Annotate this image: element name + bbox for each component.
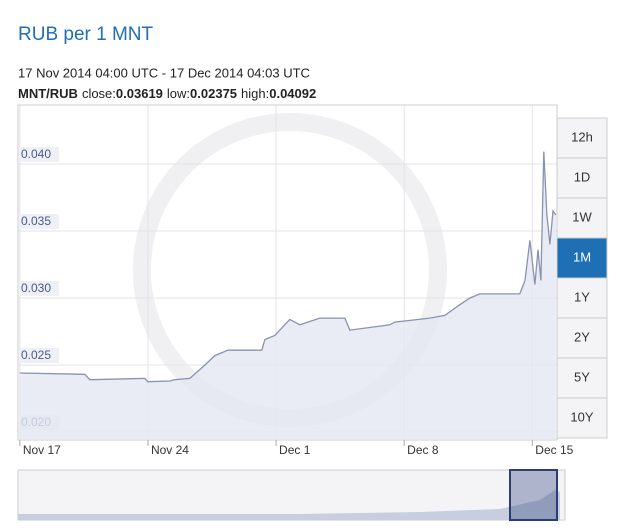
stats: MNT/RUB close:0.03619 low:0.02375 high:0.04… <box>18 86 316 101</box>
chart-title: RUB per 1 MNT <box>18 24 154 45</box>
stat-value: 0.04092 <box>269 86 316 101</box>
stat-label: high: <box>241 86 269 101</box>
stat-label: close: <box>82 86 116 101</box>
range-button-label[interactable]: 5Y <box>574 369 590 384</box>
subtitle: 17 Nov 2014 04:00 UTC - 17 Dec 2014 04:0… <box>18 65 310 80</box>
range-button-label[interactable]: 12h <box>571 129 593 144</box>
range-button[interactable] <box>556 237 608 279</box>
range-button[interactable] <box>556 317 608 359</box>
range-button[interactable] <box>556 197 608 239</box>
stat-value: 0.02375 <box>190 86 237 101</box>
y-tick-label: 0.030 <box>21 281 51 295</box>
y-tick-bg <box>19 146 59 162</box>
y-tick-label: 0.035 <box>21 214 51 228</box>
navigator-selection[interactable] <box>509 469 558 521</box>
range-button[interactable] <box>556 277 608 319</box>
navigator-area <box>18 490 560 520</box>
x-tick-label: Nov 17 <box>23 443 61 457</box>
y-tick-label: 0.025 <box>21 348 51 362</box>
x-tick-label: Nov 24 <box>151 443 189 457</box>
x-tick-label: Dec 8 <box>407 443 439 457</box>
range-button-label[interactable]: 1Y <box>574 289 590 304</box>
range-button-label[interactable]: 10Y <box>570 409 593 424</box>
y-tick-label: 0.040 <box>21 147 51 161</box>
range-button[interactable] <box>556 357 608 399</box>
range-button-label[interactable]: 1D <box>574 169 591 184</box>
series-line <box>19 151 557 383</box>
range-button-label[interactable]: 1M <box>573 249 591 264</box>
range-button[interactable] <box>556 397 608 439</box>
pair: MNT/RUB <box>18 86 78 101</box>
stat-value: 0.03619 <box>116 86 163 101</box>
x-tick-label: Dec 1 <box>279 443 311 457</box>
y-tick-bg <box>19 347 59 363</box>
stat-label: low: <box>167 86 190 101</box>
range-button-label[interactable]: 1W <box>572 209 592 224</box>
range-button-label[interactable]: 2Y <box>574 329 590 344</box>
y-tick-bg <box>19 280 59 296</box>
series-area <box>19 151 556 440</box>
x-tick-label: Dec 15 <box>535 443 573 457</box>
y-tick-bg <box>19 213 59 229</box>
